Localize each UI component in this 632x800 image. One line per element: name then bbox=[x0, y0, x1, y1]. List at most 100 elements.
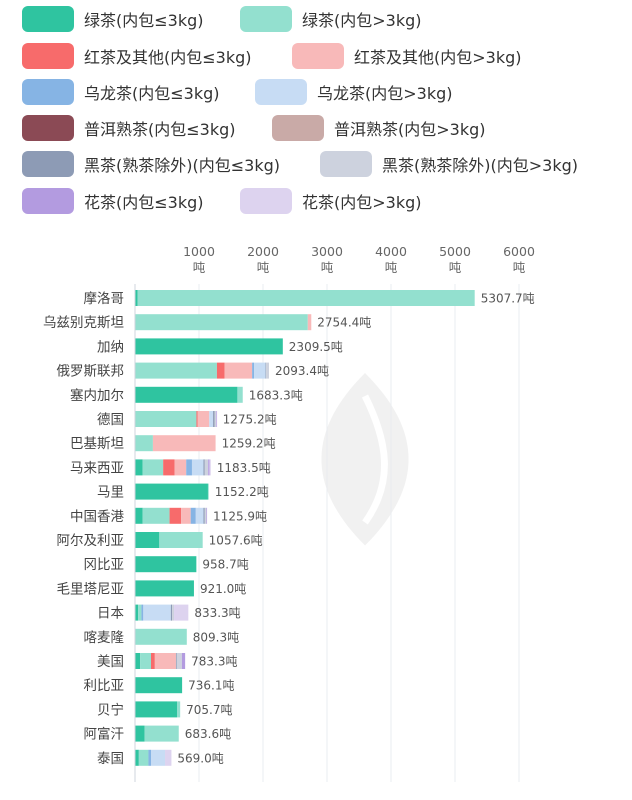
legend-label: 绿茶(内包>3kg) bbox=[302, 11, 422, 30]
bar-segment bbox=[135, 725, 145, 742]
bar-segment bbox=[204, 459, 209, 476]
bar-segment bbox=[170, 604, 173, 621]
bar-segment bbox=[181, 507, 191, 524]
bar-segment bbox=[135, 435, 153, 452]
legend-label: 红茶及其他(内包≤3kg) bbox=[84, 48, 252, 67]
value-label: 1183.5吨 bbox=[217, 461, 271, 475]
legend-item: 绿茶(内包>3kg) bbox=[240, 4, 422, 34]
bar-segment bbox=[135, 386, 238, 403]
tick-unit: 吨 bbox=[513, 260, 526, 275]
bar-segment bbox=[135, 580, 194, 597]
category-label: 阿尔及利亚 bbox=[57, 533, 125, 549]
chart-legend: 绿茶(内包≤3kg) 绿茶(内包>3kg) 红茶及其他(内包≤3kg) 红茶及其他(内… bbox=[0, 0, 632, 230]
legend-swatch bbox=[320, 151, 372, 177]
category-label: 马里 bbox=[97, 485, 124, 501]
bar-segment bbox=[141, 604, 144, 621]
category-label: 塞内加尔 bbox=[70, 387, 124, 404]
bar-segment bbox=[209, 411, 214, 427]
bar-segment bbox=[266, 362, 269, 379]
bar-segment bbox=[135, 701, 178, 718]
bar-segment bbox=[177, 701, 181, 718]
value-label: 958.7吨 bbox=[202, 558, 248, 572]
tick-label: 6000 bbox=[503, 244, 535, 259]
legend-swatch bbox=[22, 151, 74, 177]
bar-segment bbox=[151, 653, 155, 669]
value-label: 2309.5吨 bbox=[289, 340, 343, 354]
legend-swatch bbox=[22, 43, 74, 69]
bar-segment bbox=[135, 338, 283, 355]
legend-label: 红茶及其他(内包>3kg) bbox=[354, 48, 522, 67]
bar-segment bbox=[135, 749, 139, 766]
category-label: 泰国 bbox=[97, 751, 124, 767]
bar-segment bbox=[216, 362, 225, 379]
bar-segment bbox=[142, 507, 170, 524]
legend-swatch bbox=[255, 79, 307, 105]
bar-segment bbox=[135, 628, 187, 645]
legend-item: 乌龙茶(内包≤3kg) bbox=[22, 77, 220, 107]
tick-unit: 吨 bbox=[385, 260, 398, 275]
category-label: 阿富汗 bbox=[84, 726, 125, 743]
bar-segment bbox=[224, 362, 253, 379]
value-label: 1152.2吨 bbox=[215, 485, 269, 499]
legend-label: 花茶(内包≤3kg) bbox=[84, 193, 204, 212]
bar-segment bbox=[307, 314, 312, 331]
value-label: 1683.3吨 bbox=[249, 388, 303, 402]
bar-segment bbox=[252, 362, 255, 379]
bar-segment bbox=[148, 749, 151, 766]
value-label: 2093.4吨 bbox=[275, 364, 329, 378]
tick-unit: 吨 bbox=[449, 260, 462, 275]
bar-segment bbox=[135, 507, 143, 524]
bar-segment bbox=[213, 411, 215, 427]
bar-segment bbox=[135, 653, 141, 669]
legend-swatch bbox=[240, 6, 292, 32]
tick-unit: 吨 bbox=[193, 260, 206, 275]
bar-segment bbox=[190, 507, 196, 524]
legend-label: 乌龙茶(内包>3kg) bbox=[317, 84, 453, 103]
bar-segment bbox=[195, 507, 204, 524]
bar-segment bbox=[186, 459, 192, 476]
value-label: 921.0吨 bbox=[200, 582, 246, 596]
bars bbox=[135, 290, 475, 766]
bar-segment bbox=[137, 290, 475, 306]
bar-segment bbox=[165, 749, 172, 766]
bar-segment bbox=[172, 604, 175, 621]
legend-item: 花茶(内包>3kg) bbox=[240, 186, 422, 216]
bar-segment bbox=[265, 362, 267, 379]
category-label: 喀麦隆 bbox=[84, 630, 125, 646]
tick-unit: 吨 bbox=[257, 260, 270, 275]
bar-segment bbox=[135, 677, 183, 694]
tick-label: 3000 bbox=[311, 244, 343, 259]
category-label: 乌兹别克斯坦 bbox=[43, 315, 124, 331]
bar-segment bbox=[135, 290, 138, 306]
bar-segment bbox=[169, 507, 182, 524]
legend-swatch bbox=[22, 79, 74, 105]
bar-segment bbox=[151, 749, 166, 766]
category-label: 日本 bbox=[97, 606, 124, 622]
legend-item: 普洱熟茶(内包≤3kg) bbox=[22, 113, 236, 143]
legend-item: 普洱熟茶(内包>3kg) bbox=[272, 113, 486, 143]
category-label: 加纳 bbox=[97, 339, 124, 355]
value-labels: 5307.7吨 2754.4吨 2309.5吨 2093.4吨 1683.3吨 1275.… bbox=[177, 292, 534, 766]
bar-segment bbox=[135, 314, 308, 331]
value-label: 809.3吨 bbox=[193, 630, 239, 644]
legend-swatch bbox=[292, 43, 344, 69]
bar-segment bbox=[144, 725, 179, 742]
bar-segment bbox=[203, 459, 205, 476]
bar-segment bbox=[191, 459, 204, 476]
category-label: 德国 bbox=[97, 412, 124, 428]
legend-label: 普洱熟茶(内包>3kg) bbox=[334, 120, 486, 139]
category-label: 贝宁 bbox=[97, 701, 124, 718]
tick-label: 5000 bbox=[439, 244, 471, 259]
value-label: 1259.2吨 bbox=[222, 437, 276, 451]
bar-segment bbox=[208, 459, 210, 476]
bar-segment bbox=[135, 411, 197, 427]
tick-label: 1000 bbox=[183, 244, 215, 259]
value-label: 1057.6吨 bbox=[209, 534, 263, 548]
bar-segment bbox=[174, 604, 189, 621]
category-labels: 摩洛哥乌兹别克斯坦加纳俄罗斯联邦塞内加尔德国巴基斯坦马来西亚马里中国香港阿尔及利… bbox=[43, 290, 124, 767]
value-label: 736.1吨 bbox=[188, 679, 234, 693]
bar-segment bbox=[135, 604, 139, 621]
legend-item: 红茶及其他(内包>3kg) bbox=[292, 41, 522, 71]
bar-segment bbox=[135, 483, 208, 500]
